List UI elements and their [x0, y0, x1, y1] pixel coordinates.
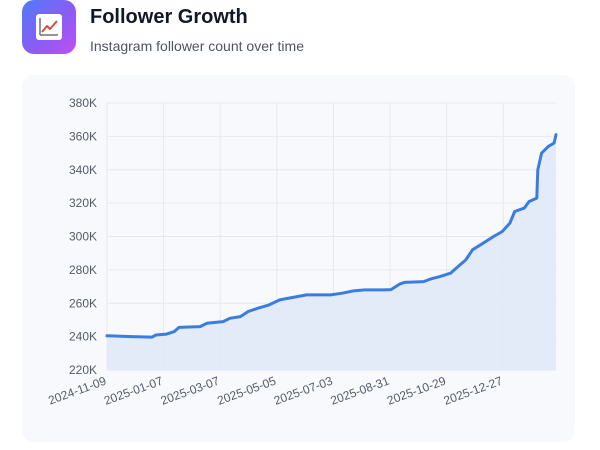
y-tick-label: 360K — [69, 129, 97, 143]
y-tick-label: 320K — [69, 196, 97, 210]
y-tick-label: 300K — [69, 230, 97, 244]
follower-chart: 220K 240K 260K 280K 300K 320K 340K 360K 380K 2024… — [46, 96, 558, 408]
x-tick-label: 2025-10-29 — [385, 374, 448, 408]
series-area-fill — [107, 134, 556, 370]
y-tick-label: 340K — [69, 163, 97, 177]
x-tick-label: 2025-03-07 — [159, 374, 222, 408]
x-tick-label: 2025-07-03 — [272, 374, 335, 408]
y-tick-label: 380K — [69, 96, 97, 110]
chart-card: 220K 240K 260K 280K 300K 320K 340K 360K 380K 2024… — [22, 75, 575, 442]
chart-line-icon — [22, 0, 76, 54]
y-tick-label: 240K — [69, 330, 97, 344]
y-tick-label: 260K — [69, 296, 97, 310]
x-tick-label: 2025-05-05 — [215, 374, 278, 408]
x-tick-label: 2024-11-09 — [46, 374, 108, 408]
y-tick-label: 220K — [69, 363, 97, 377]
chart-header: Follower Growth Instagram follower count… — [22, 0, 582, 62]
x-tick-label: 2025-01-07 — [102, 374, 165, 408]
page-title: Follower Growth — [90, 6, 248, 28]
series-line — [105, 133, 558, 339]
x-tick-label: 2025-12-27 — [442, 374, 505, 408]
page-subtitle: Instagram follower count over time — [90, 38, 304, 54]
y-tick-label: 280K — [69, 263, 97, 277]
x-tick-label: 2025-08-31 — [329, 374, 392, 408]
